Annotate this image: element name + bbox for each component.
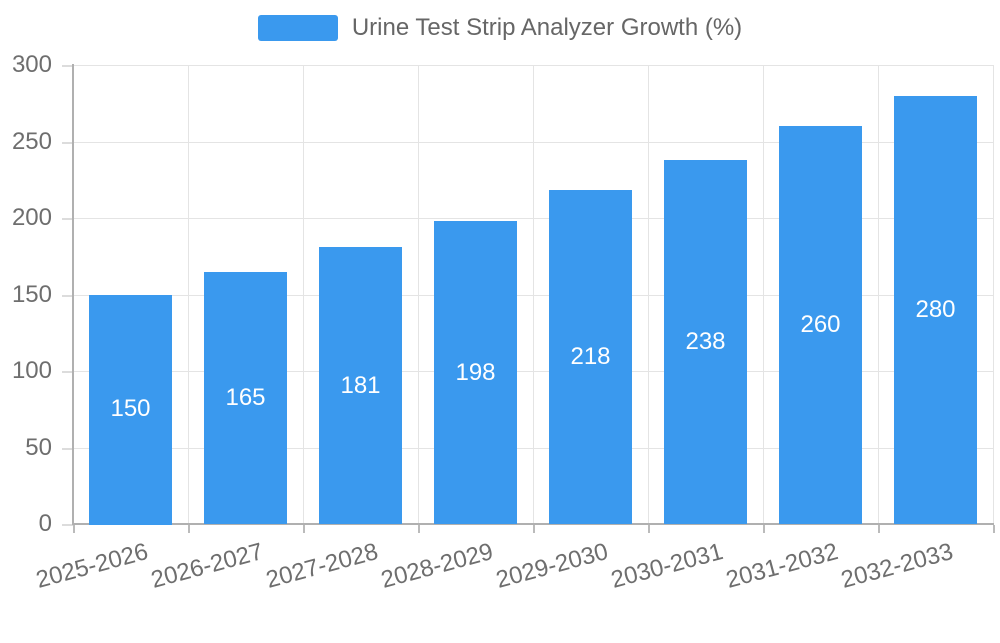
y-tick [62,142,73,144]
bar-value-label: 150 [110,395,151,422]
y-tick [62,218,73,220]
y-axis-line [72,64,74,525]
gridline-v [188,65,189,524]
x-axis-line [72,523,994,525]
plot-area: 0 50 100 150 200 250 300 150 2025-2026 165 2026-20… [11,51,995,594]
y-tick [62,65,73,67]
bar[interactable] [779,126,862,524]
y-tick [62,524,73,526]
y-tick [62,448,73,450]
x-tick [73,525,75,533]
gridline-v [878,65,879,524]
bar-value-label: 165 [225,384,266,411]
x-tick [533,525,535,533]
y-tick-label: 100 [11,357,52,384]
bar[interactable] [549,190,632,524]
bar[interactable] [434,221,517,524]
gridline-v [533,65,534,524]
bar-value-label: 198 [455,359,496,386]
y-tick-label: 150 [11,281,52,308]
y-tick-label: 250 [11,128,52,155]
y-tick-label: 300 [11,51,52,78]
gridline-v [418,65,419,524]
bar-chart: Urine Test Strip Analyzer Growth (%) 0 50… [0,14,1000,594]
gridline-v [303,65,304,524]
bar[interactable] [664,160,747,524]
x-tick [648,525,650,533]
bar[interactable] [89,295,172,525]
bar-value-label: 260 [800,311,841,338]
legend-label: Urine Test Strip Analyzer Growth (%) [351,14,743,41]
bar-value-label: 218 [570,343,611,370]
bar-value-label: 280 [915,296,956,323]
x-tick [418,525,420,533]
gridline-v [648,65,649,524]
gridline-v [763,65,764,524]
y-tick [62,295,73,297]
x-tick [763,525,765,533]
bar[interactable] [204,272,287,524]
bar-value-label: 238 [685,328,726,355]
x-tick [303,525,305,533]
x-tick [993,525,995,533]
y-tick-label: 0 [38,510,52,537]
legend-swatch[interactable] [257,15,338,41]
bar[interactable] [894,96,977,524]
bar[interactable] [319,247,402,524]
x-tick [188,525,190,533]
y-tick-label: 50 [25,434,52,461]
x-tick [878,525,880,533]
y-tick [62,371,73,373]
legend[interactable]: Urine Test Strip Analyzer Growth (%) [0,14,1000,42]
y-tick-label: 200 [11,204,52,231]
gridline-v [993,65,994,524]
bar-value-label: 181 [340,372,381,399]
